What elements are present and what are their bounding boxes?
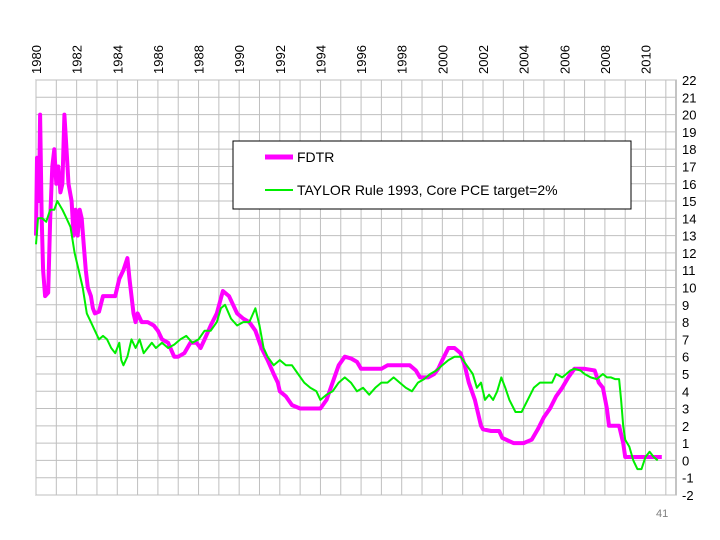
y-tick-label: -1 bbox=[682, 471, 694, 486]
y-tick-label: 21 bbox=[682, 90, 696, 105]
x-axis-ticks: 1980 1982 1984 1986 1988 1990 1992 1994 1996 1998… bbox=[29, 45, 654, 74]
x-tick-label: 2010 bbox=[639, 45, 654, 74]
y-tick-label: 7 bbox=[682, 332, 689, 347]
y-tick-label: 10 bbox=[682, 281, 696, 296]
series-line-fdtr bbox=[34, 112, 662, 459]
x-tick-label: 1994 bbox=[313, 45, 328, 74]
y-tick-label: 11 bbox=[682, 263, 696, 278]
y-tick-label: 16 bbox=[682, 177, 696, 192]
y-tick-label: 9 bbox=[682, 298, 689, 313]
x-tick-label: 1992 bbox=[273, 45, 288, 74]
y-tick-label: 2 bbox=[682, 419, 689, 434]
x-tick-label: 1990 bbox=[232, 45, 247, 74]
y-tick-label: 14 bbox=[682, 211, 696, 226]
y-tick-label: 19 bbox=[682, 125, 696, 140]
y-tick-label: 0 bbox=[682, 453, 689, 468]
x-tick-label: 2000 bbox=[435, 45, 450, 74]
y-tick-label: 12 bbox=[682, 246, 696, 261]
legend-box bbox=[232, 140, 632, 210]
y-tick-label: 15 bbox=[682, 194, 696, 209]
x-tick-label: 2004 bbox=[517, 45, 532, 74]
x-tick-label: 2002 bbox=[476, 45, 491, 74]
y-tick-label: -2 bbox=[682, 488, 694, 503]
y-tick-label: 4 bbox=[682, 384, 689, 399]
x-tick-label: 1980 bbox=[29, 45, 44, 74]
legend: FDTR TAYLOR Rule 1993, Core PCE target=2… bbox=[232, 140, 632, 210]
y-tick-label: 3 bbox=[682, 402, 689, 417]
y-tick-label: 6 bbox=[682, 350, 689, 365]
legend-label-fdtr: FDTR bbox=[297, 149, 334, 165]
y-tick-label: 17 bbox=[682, 159, 696, 174]
series-lines bbox=[34, 112, 662, 471]
y-tick-label: 13 bbox=[682, 229, 696, 244]
x-tick-label: 2006 bbox=[557, 45, 572, 74]
y-tick-label: 5 bbox=[682, 367, 689, 382]
legend-label-taylor: TAYLOR Rule 1993, Core PCE target=2% bbox=[297, 182, 558, 198]
page-number: 41 bbox=[656, 508, 669, 520]
x-tick-label: 1984 bbox=[110, 45, 125, 74]
y-tick-label: 1 bbox=[682, 436, 689, 451]
x-tick-label: 1982 bbox=[70, 45, 85, 74]
y-tick-label: 8 bbox=[682, 315, 689, 330]
x-tick-label: 1996 bbox=[354, 45, 369, 74]
y-tick-label: 22 bbox=[682, 73, 696, 88]
x-tick-label: 2008 bbox=[598, 45, 613, 74]
y-tick-label: 18 bbox=[682, 142, 696, 157]
gridlines bbox=[35, 79, 676, 496]
series-line-taylor bbox=[35, 200, 659, 471]
y-tick-label: 20 bbox=[682, 108, 696, 123]
x-tick-label: 1988 bbox=[192, 45, 207, 74]
x-tick-label: 1986 bbox=[151, 45, 166, 74]
x-tick-label: 1998 bbox=[395, 45, 410, 74]
